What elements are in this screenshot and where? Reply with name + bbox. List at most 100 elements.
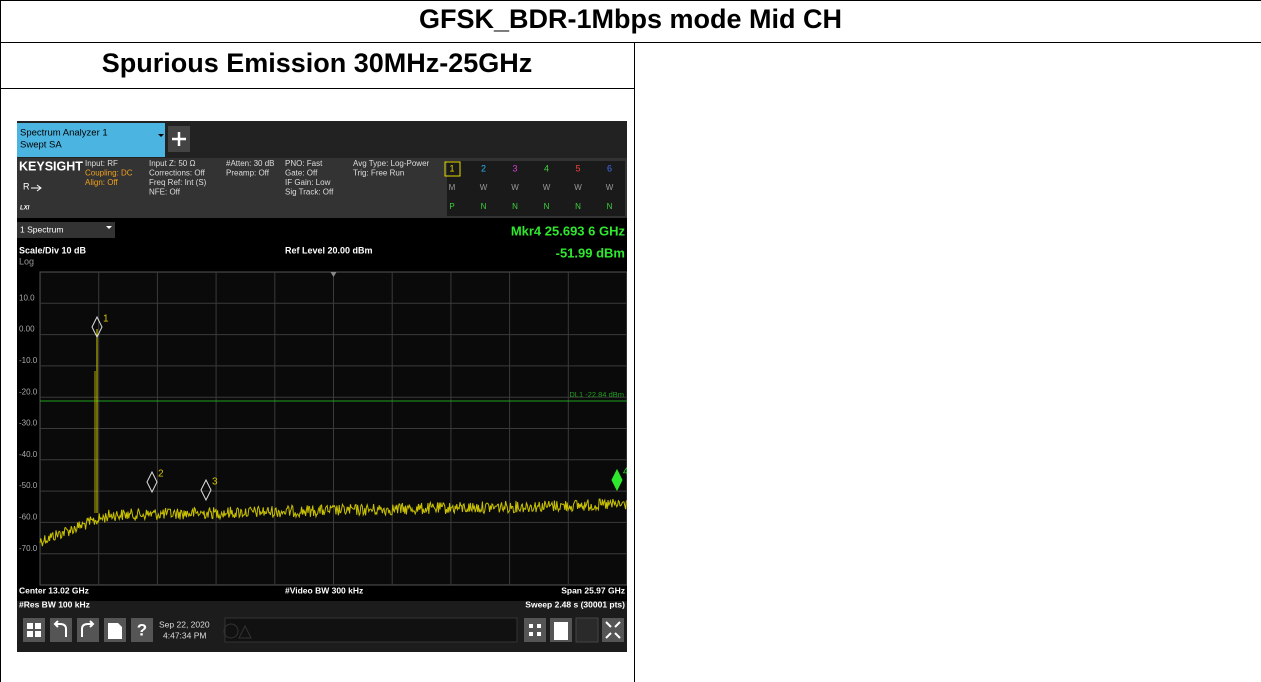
border (0, 42, 1261, 43)
lxi-label: LXI (20, 206, 30, 212)
window-arrow (106, 226, 112, 229)
y-label: -70.0 (19, 544, 38, 553)
y-label: -60.0 (19, 513, 38, 522)
y-label: -50.0 (19, 481, 38, 490)
ref-marker (330, 272, 337, 277)
trace-box (444, 161, 461, 177)
tab-label: Swept SA (20, 140, 62, 151)
taskbar-icons (23, 617, 624, 643)
marker-readout: Mkr4 25.693 6 GHz (511, 223, 626, 238)
status-field (224, 617, 518, 643)
fullscreen-icon (605, 621, 621, 639)
windows-icon (27, 623, 41, 637)
marker-label: 3 (212, 477, 218, 488)
display-line-label: DL1 -22.84 dBm (569, 390, 624, 399)
trace-number: 5 (575, 163, 580, 173)
trace-number: 4 (544, 163, 549, 173)
input-arrow (31, 184, 42, 192)
grid-icon (529, 624, 541, 636)
footer-label: #Video BW 300 kHz (285, 585, 363, 595)
marker-readout: -51.99 dBm (556, 245, 625, 260)
tab (17, 123, 165, 157)
window-tab (17, 222, 115, 238)
icon-button (50, 618, 72, 642)
undo-icon (53, 620, 67, 637)
setting: PNO: Fast (285, 159, 323, 168)
tab-label: Spectrum Analyzer 1 (20, 128, 108, 139)
setting: Sig Track: Off (285, 188, 334, 197)
time: 4:47:34 PM (163, 630, 206, 640)
icon-button (575, 617, 599, 643)
title: GFSK_BDR-1Mbps mode Mid CH (418, 4, 842, 34)
setting: Gate: Off (285, 169, 318, 178)
setting: Coupling: DC (85, 169, 133, 178)
y-label: -20.0 (19, 387, 38, 396)
icon-button (524, 618, 546, 642)
footer-label: Sweep 2.48 s (30001 pts) (525, 599, 625, 609)
setting: IF Gain: Low (285, 178, 331, 187)
touch-icon (554, 622, 568, 640)
trace-type: W (543, 183, 551, 192)
border (0, 88, 635, 89)
marker-label: 4 (623, 467, 627, 478)
y-label: -10.0 (19, 356, 38, 365)
tab-arrow (158, 134, 164, 137)
footer-label: #Res BW 100 kHz (19, 599, 90, 609)
plot (39, 271, 627, 586)
setting: Freq Ref: Int (S) (149, 178, 207, 187)
setting: Input Z: 50 Ω (149, 159, 195, 168)
trace-detector: N (481, 202, 487, 211)
setting: #Atten: 30 dB (226, 159, 274, 168)
trace-detector: N (544, 202, 550, 211)
y-label: -40.0 (19, 450, 38, 459)
trace-number: 2 (481, 163, 486, 173)
marker-label: 1 (103, 314, 109, 325)
marker-label: 2 (158, 469, 164, 480)
trace-type: W (606, 183, 614, 192)
date: Sep 22, 2020 (159, 619, 210, 629)
footer-label: Center 13.02 GHz (19, 585, 89, 595)
mode-label: R (23, 181, 30, 191)
trace-type: W (574, 183, 582, 192)
status-triangle (238, 624, 252, 639)
plus-icon (172, 132, 186, 146)
setting: Preamp: Off (226, 169, 270, 178)
icon-button (23, 618, 45, 642)
trace (39, 498, 627, 547)
brand: KEYSIGHT (19, 159, 83, 173)
icon-button (131, 618, 153, 642)
border (0, 0, 1, 682)
y-label: -30.0 (19, 419, 38, 428)
trace-number: 1 (449, 163, 454, 173)
trace-panel (447, 161, 625, 216)
status-circle (223, 623, 239, 639)
marker (146, 470, 158, 494)
setting: Trig: Free Run (353, 169, 404, 178)
setting: Align: Off (85, 178, 119, 187)
trace-type: W (480, 183, 488, 192)
setting: Input: RF (85, 159, 118, 168)
scale-label: Scale/Div 10 dB (19, 245, 87, 255)
ref-level: Ref Level 20.00 dBm (285, 245, 373, 255)
redo-icon (81, 620, 95, 637)
setting: Corrections: Off (149, 169, 206, 178)
trace-detector: N (512, 202, 518, 211)
trace-number: 3 (512, 163, 517, 173)
help-icon: ? (137, 620, 147, 639)
icon-button (602, 618, 624, 642)
trace-detector: N (607, 202, 613, 211)
y-label: 0.00 (19, 325, 35, 334)
section-title: Spurious Emission 30MHz-25GHz (101, 48, 533, 78)
setting: NFE: Off (149, 188, 181, 197)
setting: Avg Type: Log-Power (353, 159, 430, 168)
border (0, 0, 1261, 1)
trace-number: 6 (607, 163, 612, 173)
marker (611, 468, 623, 492)
window-label: 1 Spectrum (20, 224, 63, 234)
marker (91, 315, 103, 339)
icon-button (77, 618, 99, 642)
border (634, 42, 635, 682)
y-label: 10.0 (19, 293, 35, 302)
